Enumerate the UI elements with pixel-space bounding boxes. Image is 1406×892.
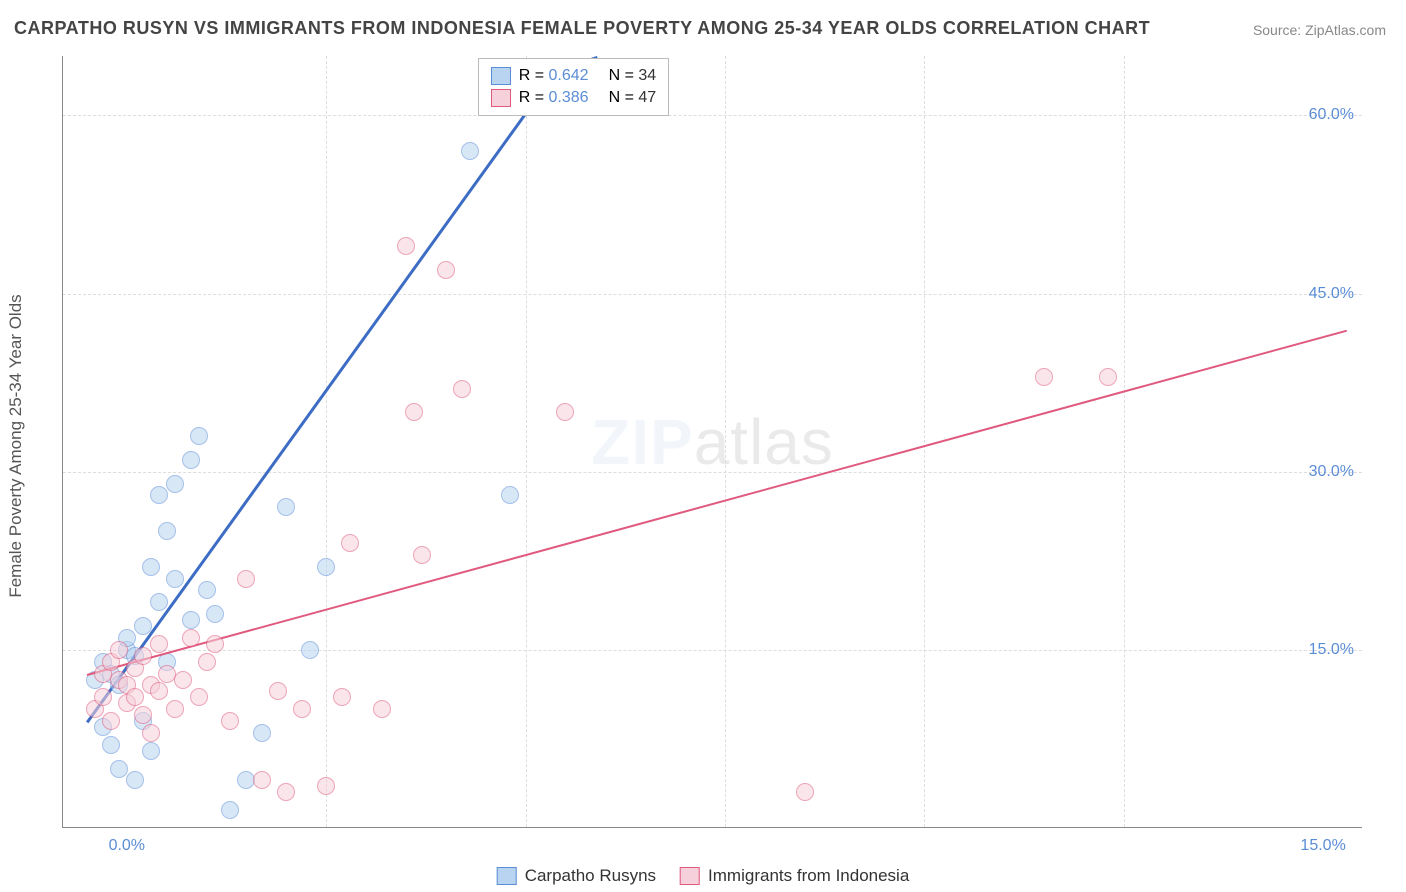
gridline-vertical	[924, 56, 925, 827]
scatter-marker	[317, 558, 335, 576]
scatter-marker	[277, 783, 295, 801]
scatter-marker	[341, 534, 359, 552]
bottom-legend: Carpatho Rusyns Immigrants from Indonesia	[497, 866, 910, 886]
scatter-marker	[182, 629, 200, 647]
y-tick-label: 60.0%	[1309, 106, 1354, 124]
scatter-marker	[158, 522, 176, 540]
scatter-marker	[206, 605, 224, 623]
scatter-marker	[198, 581, 216, 599]
scatter-marker	[253, 724, 271, 742]
scatter-marker	[150, 635, 168, 653]
scatter-marker	[134, 617, 152, 635]
scatter-marker	[333, 688, 351, 706]
y-tick-label: 45.0%	[1309, 285, 1354, 303]
scatter-marker	[269, 682, 287, 700]
scatter-marker	[182, 451, 200, 469]
scatter-marker	[94, 688, 112, 706]
scatter-marker	[174, 671, 192, 689]
legend-r-label: R = 0.642	[519, 67, 589, 85]
gridline-horizontal	[63, 650, 1362, 651]
scatter-marker	[501, 486, 519, 504]
scatter-marker	[150, 682, 168, 700]
gridline-vertical	[326, 56, 327, 827]
scatter-marker	[110, 760, 128, 778]
scatter-marker	[166, 475, 184, 493]
legend-row: R = 0.386 N = 47	[491, 87, 656, 109]
legend-r-label: R = 0.386	[519, 89, 589, 107]
scatter-marker	[142, 724, 160, 742]
scatter-marker	[206, 635, 224, 653]
legend-swatch	[680, 867, 700, 885]
scatter-marker	[166, 700, 184, 718]
chart-title: CARPATHO RUSYN VS IMMIGRANTS FROM INDONE…	[14, 18, 1150, 39]
watermark: ZIPatlas	[591, 405, 834, 479]
scatter-marker	[1035, 368, 1053, 386]
trend-line	[86, 68, 559, 723]
x-tick-label: 0.0%	[109, 837, 145, 855]
legend-label: Immigrants from Indonesia	[708, 866, 909, 886]
scatter-marker	[293, 700, 311, 718]
legend-swatch	[497, 867, 517, 885]
scatter-marker	[102, 736, 120, 754]
source-label: Source: ZipAtlas.com	[1253, 22, 1386, 38]
legend-swatch	[491, 67, 511, 85]
y-axis-label: Female Poverty Among 25-34 Year Olds	[6, 294, 26, 597]
bottom-legend-item: Carpatho Rusyns	[497, 866, 656, 886]
gridline-vertical	[725, 56, 726, 827]
gridline-horizontal	[63, 294, 1362, 295]
scatter-marker	[237, 570, 255, 588]
scatter-marker	[221, 801, 239, 819]
gridline-vertical	[526, 56, 527, 827]
scatter-marker	[405, 403, 423, 421]
scatter-marker	[190, 427, 208, 445]
legend-row: R = 0.642 N = 34	[491, 65, 656, 87]
scatter-marker	[277, 498, 295, 516]
y-tick-label: 30.0%	[1309, 463, 1354, 481]
scatter-marker	[373, 700, 391, 718]
trend-line	[87, 329, 1348, 675]
scatter-marker	[150, 486, 168, 504]
scatter-marker	[317, 777, 335, 795]
scatter-marker	[142, 742, 160, 760]
x-tick-label: 15.0%	[1300, 837, 1345, 855]
scatter-marker	[461, 142, 479, 160]
scatter-marker	[134, 647, 152, 665]
scatter-marker	[198, 653, 216, 671]
gridline-horizontal	[63, 115, 1362, 116]
scatter-marker	[253, 771, 271, 789]
scatter-marker	[413, 546, 431, 564]
scatter-marker	[397, 237, 415, 255]
bottom-legend-item: Immigrants from Indonesia	[680, 866, 909, 886]
scatter-marker	[190, 688, 208, 706]
scatter-marker	[102, 712, 120, 730]
scatter-marker	[150, 593, 168, 611]
scatter-marker	[142, 558, 160, 576]
scatter-marker	[556, 403, 574, 421]
watermark-atlas: atlas	[694, 406, 834, 478]
scatter-marker	[126, 771, 144, 789]
scatter-marker	[453, 380, 471, 398]
scatter-marker	[437, 261, 455, 279]
scatter-marker	[182, 611, 200, 629]
scatter-marker	[166, 570, 184, 588]
scatter-marker	[110, 641, 128, 659]
scatter-marker	[301, 641, 319, 659]
legend-n-label: N = 34	[609, 67, 657, 85]
scatter-marker	[1099, 368, 1117, 386]
legend-label: Carpatho Rusyns	[525, 866, 656, 886]
scatter-marker	[134, 706, 152, 724]
watermark-zip: ZIP	[591, 406, 694, 478]
legend-swatch	[491, 89, 511, 107]
gridline-vertical	[1124, 56, 1125, 827]
legend-n-label: N = 47	[609, 89, 657, 107]
gridline-horizontal	[63, 472, 1362, 473]
correlation-legend: R = 0.642 N = 34 R = 0.386 N = 47	[478, 58, 669, 116]
scatter-marker	[796, 783, 814, 801]
scatter-marker	[126, 688, 144, 706]
scatter-marker	[221, 712, 239, 730]
plot-area: ZIPatlas 15.0%30.0%45.0%60.0%0.0%15.0%R …	[62, 56, 1362, 828]
y-tick-label: 15.0%	[1309, 641, 1354, 659]
